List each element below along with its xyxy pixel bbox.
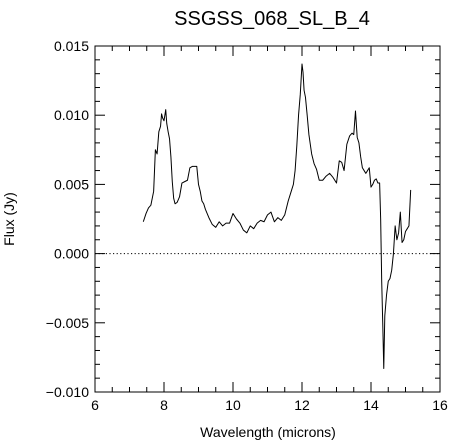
- flux-spectrum-line: [142, 63, 412, 369]
- x-tick-label: 10: [225, 397, 241, 413]
- plot-frame: [94, 45, 441, 393]
- x-tick-label: 14: [363, 397, 379, 413]
- y-tick-label: 0.000: [54, 246, 89, 262]
- axis-tick-labels: 6 8 10 12 14 16 −0.010 −0.005 0.000 0.005 0.010 0.0…: [46, 38, 448, 413]
- y-axis-label: Flux (Jy): [1, 192, 17, 246]
- y-tick-label: −0.010: [46, 384, 89, 400]
- y-tick-label: 0.005: [54, 176, 89, 192]
- y-tick-label: 0.015: [54, 38, 89, 54]
- series-group: [142, 63, 412, 369]
- x-tick-label: 8: [160, 397, 168, 413]
- chart-title: SSGSS_068_SL_B_4: [174, 8, 370, 30]
- y-tick-label: 0.010: [54, 107, 89, 123]
- y-tick-label: −0.005: [46, 315, 89, 331]
- x-tick-label: 16: [432, 397, 448, 413]
- x-tick-label: 6: [91, 397, 99, 413]
- x-axis-label: Wavelength (microns): [200, 424, 336, 440]
- axis-ticks: [94, 45, 441, 393]
- x-tick-label: 12: [294, 397, 310, 413]
